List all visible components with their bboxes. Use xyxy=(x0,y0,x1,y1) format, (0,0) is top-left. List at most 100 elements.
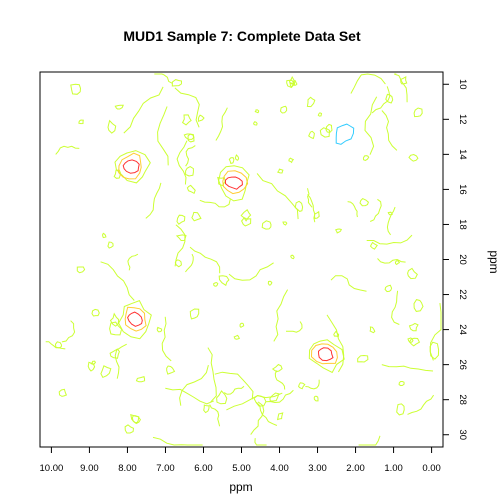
x-tick-label: 10.00 xyxy=(40,463,64,474)
peak-3-mid-contour xyxy=(124,306,147,332)
noise-contour xyxy=(207,347,217,403)
noise-contour xyxy=(381,110,398,151)
noise-contour xyxy=(282,221,288,226)
noise-contour xyxy=(319,127,331,138)
noise-contour xyxy=(308,130,315,140)
noise-contour xyxy=(213,281,219,287)
noise-contour xyxy=(135,375,146,383)
noise-contour xyxy=(233,334,240,340)
x-tick-label: 5.00 xyxy=(232,463,251,474)
peak-5-negative-contour xyxy=(335,123,355,145)
noise-contour xyxy=(313,210,320,219)
noise-contour xyxy=(179,364,209,406)
noise-contour xyxy=(239,322,245,328)
noise-contour xyxy=(226,392,283,411)
noise-contour xyxy=(185,145,196,167)
noise-contour xyxy=(274,370,286,390)
noise-contour xyxy=(156,326,163,333)
y-tick-label: 16 xyxy=(457,184,468,195)
noise-contour xyxy=(114,343,127,379)
noise-contour xyxy=(369,326,376,334)
noise-contour xyxy=(91,308,100,317)
x-tick-label: 2.00 xyxy=(346,463,365,474)
noise-contour xyxy=(199,199,231,208)
noise-contour xyxy=(157,106,169,166)
noise-contour xyxy=(185,253,194,273)
noise-contour xyxy=(413,107,423,118)
noise-contour xyxy=(189,246,221,274)
noise-contour xyxy=(187,133,195,143)
noise-contour xyxy=(58,388,68,397)
x-tick-label: 0.00 xyxy=(422,463,441,474)
noise-contour xyxy=(276,412,284,421)
y-tick-label: 30 xyxy=(457,429,468,440)
noise-contour xyxy=(306,96,316,108)
noise-contour xyxy=(254,438,267,446)
peak-3-low-contour xyxy=(118,299,152,340)
peak-1-high-contour xyxy=(122,159,140,174)
noise-contour xyxy=(174,259,182,268)
noise-contour xyxy=(271,363,283,373)
noise-contour xyxy=(45,341,66,350)
noise-contour xyxy=(174,87,200,128)
noise-contour xyxy=(215,107,228,141)
noise-contour xyxy=(176,140,188,185)
noise-contour xyxy=(186,184,196,195)
noise-contour xyxy=(325,123,333,133)
noise-contour xyxy=(234,154,240,161)
peak-1-low-contour xyxy=(114,150,151,184)
y-tick-label: 14 xyxy=(457,149,468,160)
noise-contour xyxy=(254,109,260,114)
peak-4-mid-contour xyxy=(310,343,338,365)
noise-contour xyxy=(241,217,252,227)
y-tick-label: 28 xyxy=(457,394,468,405)
noise-contour xyxy=(269,392,280,402)
y-tick-label: 24 xyxy=(457,324,468,335)
x-tick-label: 1.00 xyxy=(384,463,403,474)
noise-contour xyxy=(429,303,442,361)
noise-contour xyxy=(307,194,316,223)
noise-contour xyxy=(279,105,288,114)
peak-2-mid-contour xyxy=(222,170,249,195)
noise-contour xyxy=(54,341,63,349)
noise-contour xyxy=(288,76,296,85)
noise-contour xyxy=(181,114,192,126)
chart-title: MUD1 Sample 7: Complete Data Set xyxy=(123,28,361,44)
noise-contour xyxy=(413,299,424,312)
noise-contour xyxy=(109,321,123,336)
noise-contour xyxy=(228,262,274,281)
y-tick-label: 26 xyxy=(457,359,468,370)
y-tick-label: 10 xyxy=(457,79,468,90)
x-axis-label: ppm xyxy=(229,480,252,494)
noise-contour xyxy=(358,435,381,446)
noise-contour xyxy=(100,365,112,379)
noise-contour xyxy=(381,364,434,372)
noise-contour xyxy=(250,401,265,435)
x-tick-label: 8.00 xyxy=(118,463,137,474)
noise-contour xyxy=(145,182,162,219)
x-tick-label: 6.00 xyxy=(194,463,213,474)
noise-contour xyxy=(290,254,295,260)
noise-contour xyxy=(109,348,120,359)
noise-contour xyxy=(228,157,235,164)
noise-contour xyxy=(171,79,183,87)
noise-contour xyxy=(408,337,421,347)
noise-contour xyxy=(307,188,313,208)
noise-contour xyxy=(285,321,303,333)
noise-contour xyxy=(294,200,304,212)
peak-2-low-contour xyxy=(218,165,250,202)
noise-contour xyxy=(124,424,135,434)
x-tick-label: 3.00 xyxy=(308,463,327,474)
x-axis: 10.00 9.00 8.00 7.00 6.00 5.00 4.00 3.00 2.00 1.0… xyxy=(40,447,441,474)
noise-contour xyxy=(288,157,295,164)
noise-contour xyxy=(429,341,440,360)
noise-contour xyxy=(107,241,114,249)
noise-contour xyxy=(217,176,226,187)
noise-contour xyxy=(408,322,419,332)
noise-contour xyxy=(298,382,306,390)
noise-contour xyxy=(276,168,284,174)
noise-contour xyxy=(174,224,186,267)
noise-contour xyxy=(369,198,382,222)
noise-contour xyxy=(127,253,139,271)
